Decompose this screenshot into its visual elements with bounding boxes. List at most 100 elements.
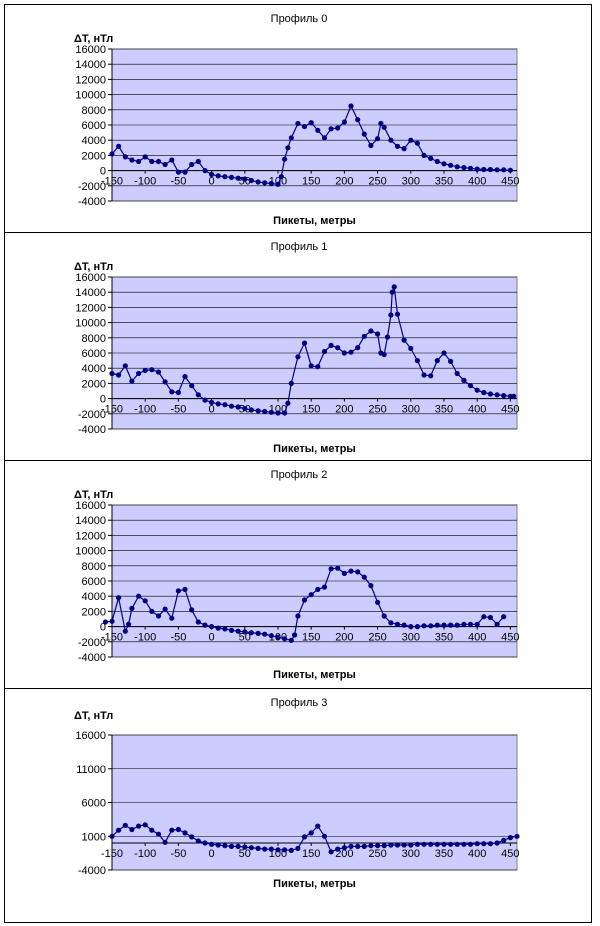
data-point [487, 166, 493, 173]
data-point [388, 312, 394, 318]
x-tick-label: 200 [335, 176, 353, 188]
data-point [209, 171, 215, 177]
data-point [487, 841, 493, 847]
data-point [155, 158, 162, 165]
data-point [215, 173, 221, 179]
data-point [109, 151, 115, 157]
data-point [278, 174, 284, 180]
data-point [301, 340, 308, 346]
data-point [209, 841, 215, 847]
data-point [355, 569, 361, 575]
x-tick-label: 0 [209, 848, 215, 860]
x-tick-label: 200 [335, 404, 353, 416]
data-point [335, 125, 341, 131]
data-point [414, 140, 420, 146]
x-tick-label: 400 [468, 632, 486, 644]
x-tick-label: 350 [435, 848, 453, 860]
data-point [301, 834, 308, 840]
data-point [501, 614, 507, 620]
data-point [235, 404, 241, 410]
data-point [182, 586, 188, 592]
data-point [116, 595, 122, 601]
data-point [295, 354, 301, 360]
x-tick-label: 400 [468, 404, 486, 416]
data-point [189, 383, 195, 389]
x-tick-label: -100 [134, 404, 156, 416]
y-tick-label: 6000 [82, 348, 106, 360]
y-tick-label: -2000 [78, 181, 106, 193]
x-tick-label: -150 [101, 404, 123, 416]
y-tick-label: -4000 [78, 424, 106, 436]
data-point [408, 842, 414, 848]
y-tick-label: 12000 [75, 302, 106, 314]
data-point [454, 370, 460, 377]
y-tick-label: 4000 [82, 135, 106, 147]
x-tick-label: 250 [368, 404, 386, 416]
x-tick-label: 150 [302, 176, 320, 188]
data-point [182, 374, 188, 380]
data-point [481, 389, 487, 396]
data-point [288, 637, 294, 643]
data-point [461, 377, 467, 383]
x-tick-label: 450 [501, 404, 519, 416]
data-point [162, 839, 168, 845]
data-point [288, 135, 294, 141]
y-tick-label: 4000 [82, 591, 106, 603]
data-point [122, 628, 128, 634]
y-tick-label: 16000 [75, 730, 106, 742]
data-point [136, 370, 142, 377]
data-point [361, 843, 367, 849]
data-point [129, 157, 135, 163]
data-point [514, 833, 520, 839]
data-point [295, 613, 301, 619]
data-point [388, 842, 394, 848]
data-point [189, 834, 195, 840]
y-tick-label: 16000 [75, 272, 106, 284]
x-tick-label: 0 [209, 632, 215, 644]
data-point [301, 123, 308, 130]
x-axis-label: Пикеты, метры [273, 215, 356, 227]
data-point [209, 399, 215, 405]
data-point [275, 847, 281, 853]
data-point [315, 127, 321, 133]
x-tick-label: 150 [302, 632, 320, 644]
x-tick-label: 250 [368, 848, 386, 860]
data-point [408, 624, 414, 630]
data-point [507, 835, 513, 841]
data-point [474, 621, 480, 627]
data-point [328, 126, 334, 132]
data-point [494, 392, 500, 398]
data-point [381, 351, 387, 358]
data-point [268, 180, 274, 187]
x-tick-label: 350 [435, 176, 453, 188]
data-point [454, 164, 460, 170]
x-tick-label: -50 [170, 404, 186, 416]
data-point [122, 822, 128, 828]
data-point [341, 350, 347, 356]
data-point [321, 833, 328, 839]
y-tick-label: -2000 [78, 637, 106, 649]
data-point [335, 565, 341, 571]
data-point [428, 623, 434, 629]
data-point [474, 166, 480, 172]
x-tick-label: 300 [402, 176, 420, 188]
data-point [162, 161, 168, 168]
data-point [228, 403, 235, 409]
data-point [375, 599, 381, 605]
data-point [262, 631, 268, 637]
x-tick-label: -100 [134, 176, 156, 188]
data-point [282, 847, 288, 853]
data-point [235, 175, 241, 181]
data-point [228, 627, 235, 633]
data-point [255, 408, 261, 414]
chart-1: Профиль 1ΔT, нТл-4000-200002000400060008… [74, 241, 520, 455]
x-tick-label: -150 [101, 848, 123, 860]
data-point [494, 621, 500, 627]
data-point [321, 348, 328, 355]
data-point [262, 846, 268, 852]
y-tick-label: 6000 [82, 576, 106, 588]
data-point [149, 158, 155, 165]
data-point [215, 842, 221, 848]
data-point [169, 157, 175, 163]
data-point [268, 846, 274, 852]
